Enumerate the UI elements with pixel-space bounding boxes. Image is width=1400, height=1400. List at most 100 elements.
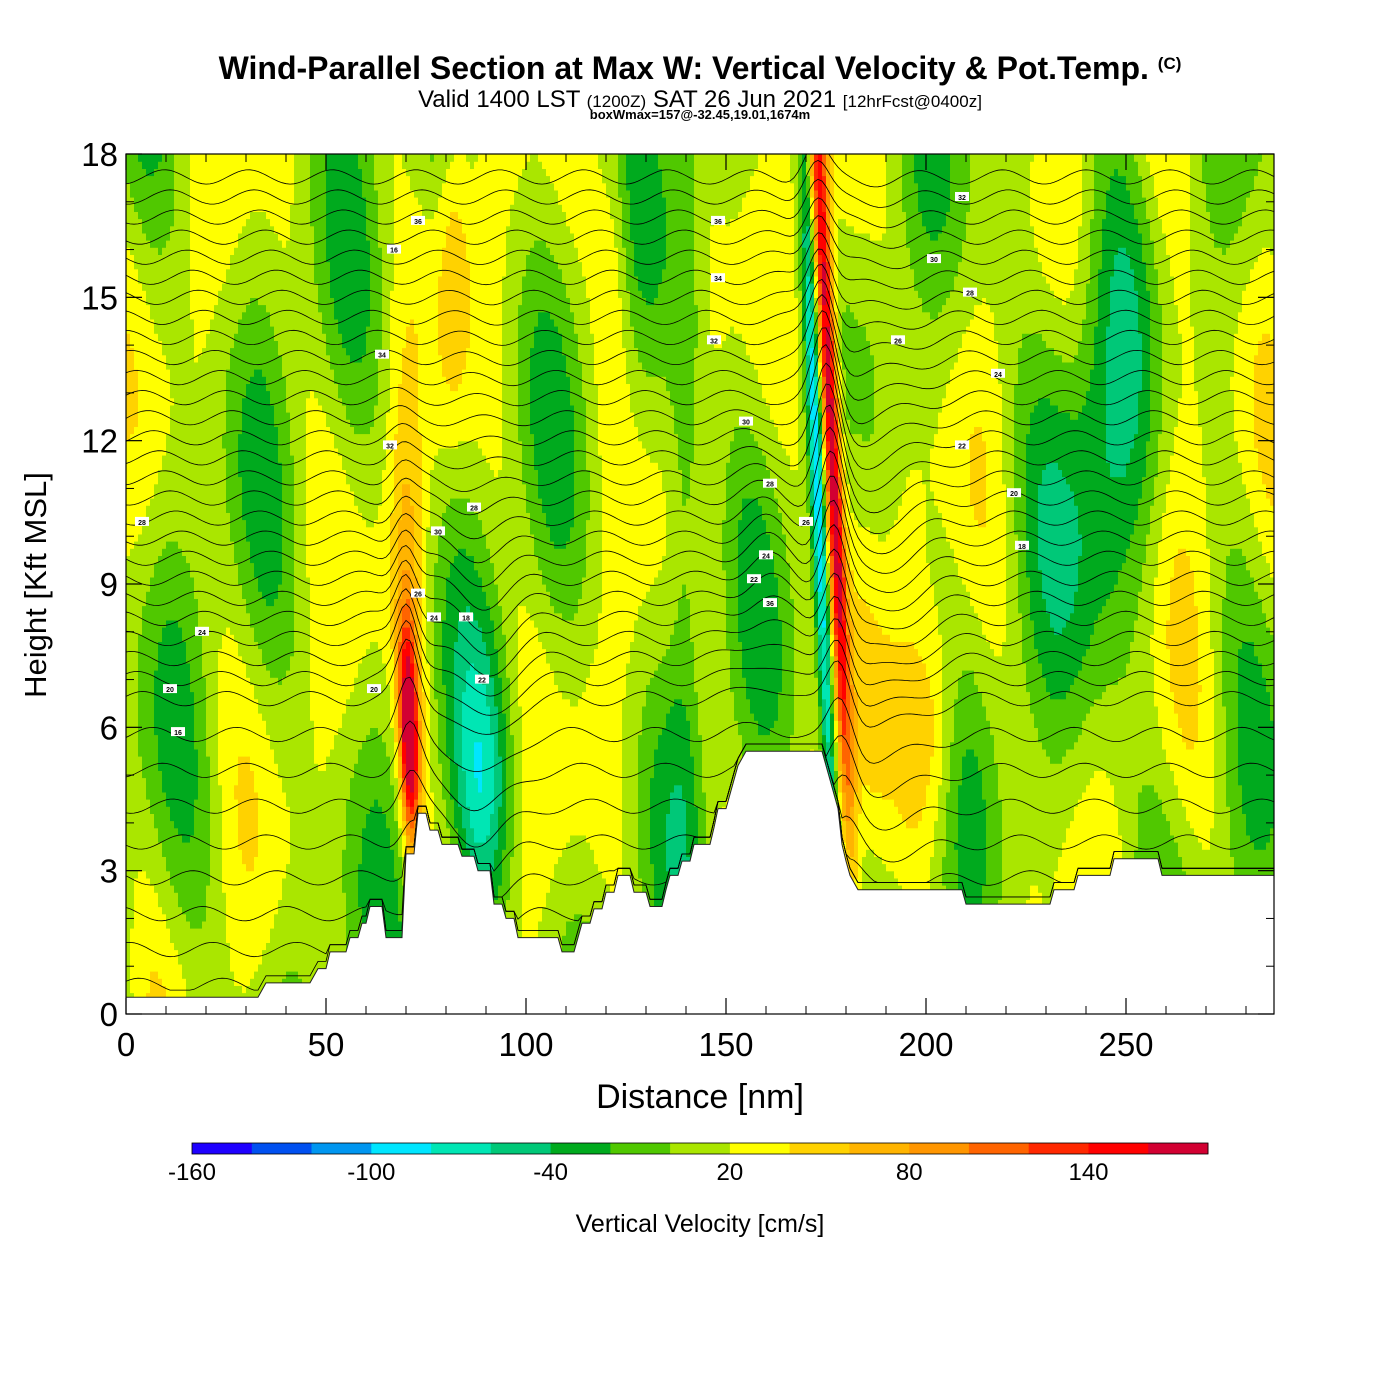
- velocity-cell: [150, 484, 155, 492]
- velocity-cell: [150, 871, 155, 879]
- velocity-cell: [154, 333, 159, 341]
- velocity-cell: [126, 885, 131, 893]
- velocity-cell: [146, 792, 151, 800]
- velocity-cell: [142, 555, 147, 563]
- velocity-cell: [158, 821, 163, 829]
- velocity-cell: [146, 441, 151, 449]
- velocity-cell: [126, 706, 131, 714]
- velocity-cell: [134, 928, 139, 936]
- velocity-cell: [130, 319, 135, 327]
- velocity-cell: [134, 333, 139, 341]
- velocity-cell: [146, 577, 151, 585]
- velocity-cell: [138, 297, 143, 305]
- velocity-cell: [134, 871, 139, 879]
- velocity-cell: [146, 770, 151, 778]
- velocity-cell: [126, 398, 131, 406]
- velocity-cell: [134, 813, 139, 821]
- velocity-cell: [146, 204, 151, 212]
- velocity-cell: [146, 907, 151, 915]
- velocity-cell: [126, 641, 131, 649]
- velocity-cell: [142, 469, 147, 477]
- velocity-cell: [134, 971, 139, 979]
- velocity-cell: [142, 756, 147, 764]
- velocity-cell: [154, 412, 159, 420]
- velocity-cell: [154, 154, 159, 162]
- velocity-cell: [142, 154, 147, 162]
- velocity-cell: [134, 663, 139, 671]
- velocity-cell: [150, 290, 155, 298]
- velocity-cell: [138, 527, 143, 535]
- velocity-cell: [150, 434, 155, 442]
- velocity-cell: [150, 706, 155, 714]
- velocity-cell: [134, 950, 139, 958]
- velocity-cell: [142, 534, 147, 542]
- velocity-cell: [138, 283, 143, 291]
- velocity-cell: [126, 527, 131, 535]
- velocity-cell: [130, 247, 135, 255]
- velocity-cell: [138, 871, 143, 879]
- velocity-cell: [138, 742, 143, 750]
- velocity-cell: [146, 426, 151, 434]
- velocity-cell: [138, 964, 143, 972]
- velocity-cell: [138, 168, 143, 176]
- velocity-cell: [154, 505, 159, 513]
- velocity-cell: [146, 290, 151, 298]
- velocity-cell: [142, 168, 147, 176]
- velocity-cell: [150, 312, 155, 320]
- velocity-cell: [154, 835, 159, 843]
- velocity-cell: [150, 269, 155, 277]
- velocity-cell: [142, 548, 147, 556]
- velocity-cell: [138, 928, 143, 936]
- velocity-cell: [150, 176, 155, 184]
- velocity-cell: [158, 154, 163, 162]
- velocity-cell: [126, 942, 131, 950]
- velocity-cell: [138, 627, 143, 635]
- velocity-cell: [142, 190, 147, 198]
- velocity-cell: [138, 448, 143, 456]
- velocity-cell: [138, 555, 143, 563]
- velocity-cell: [134, 584, 139, 592]
- velocity-cell: [158, 584, 163, 592]
- velocity-cell: [138, 462, 143, 470]
- velocity-cell: [138, 620, 143, 628]
- velocity-cell: [154, 541, 159, 549]
- velocity-cell: [134, 219, 139, 227]
- velocity-cell: [150, 756, 155, 764]
- velocity-cell: [126, 878, 131, 886]
- velocity-cell: [130, 462, 135, 470]
- velocity-cell: [130, 627, 135, 635]
- velocity-cell: [154, 577, 159, 585]
- velocity-cell: [134, 835, 139, 843]
- velocity-cell: [146, 383, 151, 391]
- velocity-cell: [154, 591, 159, 599]
- velocity-cell: [154, 957, 159, 965]
- velocity-cell: [134, 527, 139, 535]
- velocity-cell: [150, 892, 155, 900]
- velocity-cell: [154, 383, 159, 391]
- velocity-cell: [142, 183, 147, 191]
- velocity-cell: [146, 742, 151, 750]
- velocity-cell: [142, 254, 147, 262]
- velocity-cell: [146, 935, 151, 943]
- velocity-cell: [130, 842, 135, 850]
- velocity-cell: [138, 319, 143, 327]
- velocity-cell: [150, 821, 155, 829]
- velocity-cell: [130, 527, 135, 535]
- velocity-cell: [154, 204, 159, 212]
- velocity-cell: [130, 405, 135, 413]
- velocity-cell: [126, 441, 131, 449]
- velocity-cell: [146, 835, 151, 843]
- velocity-cell: [146, 376, 151, 384]
- velocity-cell: [126, 448, 131, 456]
- velocity-column: [162, 154, 167, 1015]
- velocity-column: [146, 154, 151, 1015]
- velocity-cell: [138, 641, 143, 649]
- velocity-cell: [130, 269, 135, 277]
- velocity-cell: [158, 319, 163, 327]
- velocity-cell: [138, 484, 143, 492]
- velocity-cell: [154, 985, 159, 993]
- velocity-cell: [154, 362, 159, 370]
- velocity-cell: [130, 656, 135, 664]
- velocity-cell: [142, 340, 147, 348]
- velocity-cell: [158, 742, 163, 750]
